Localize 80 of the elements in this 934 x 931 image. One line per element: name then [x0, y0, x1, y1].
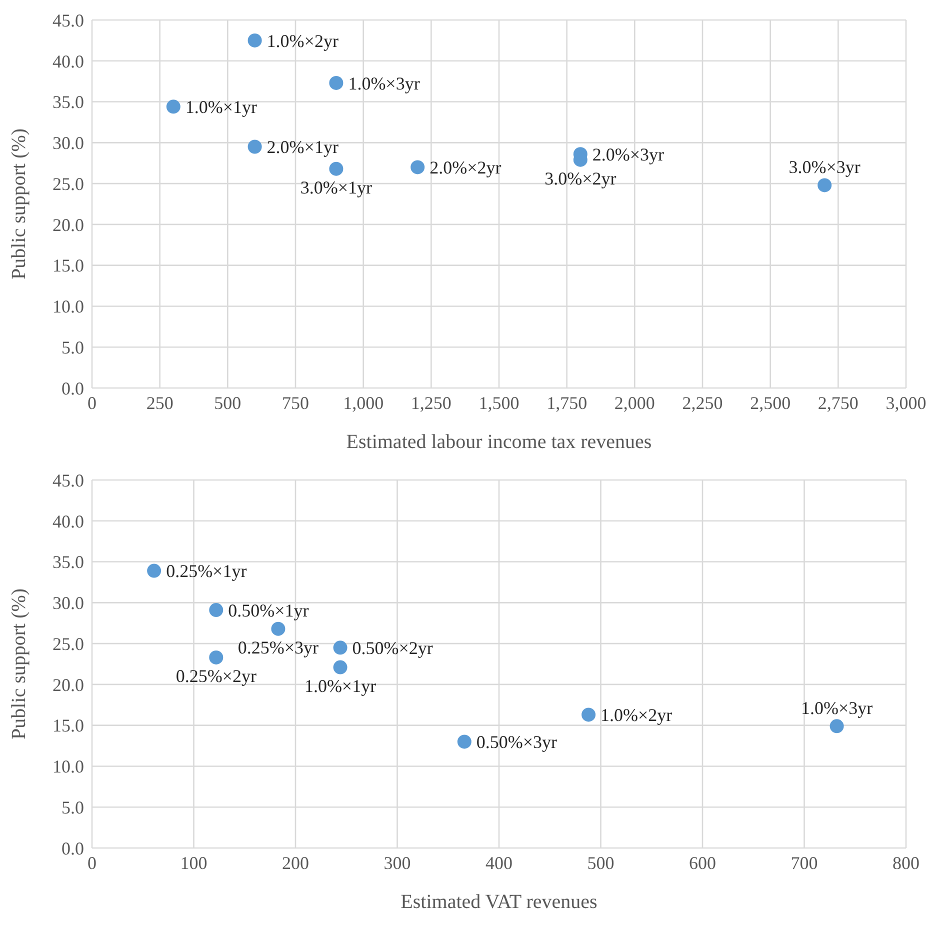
x-tick-label: 400	[486, 852, 512, 873]
x-tick-label: 2,000	[614, 392, 655, 413]
annotation: 0.50%×3yr	[476, 732, 558, 752]
x-tick-label: 700	[790, 852, 818, 873]
y-tick-label: 10.0	[52, 756, 84, 777]
y-tick-label: 25.0	[52, 634, 84, 654]
y-tick-label: 35.0	[52, 92, 84, 112]
x-tick-label: 2,250	[682, 392, 723, 413]
x-tick-label: 500	[587, 852, 614, 873]
point	[457, 734, 472, 749]
annotation: 0.25%×3yr	[238, 638, 319, 658]
y-tick-label: 45.0	[52, 470, 84, 490]
point	[209, 603, 224, 618]
y-tick-label: 0.0	[62, 838, 84, 858]
point	[209, 650, 224, 664]
x-tick-label: 750	[282, 392, 309, 413]
x-tick-label: 200	[282, 852, 309, 873]
y-tick-label: 15.0	[52, 716, 84, 736]
point	[410, 160, 425, 174]
x-tick-label: 250	[146, 392, 174, 413]
point	[818, 178, 832, 192]
x-tick-label: 1,750	[546, 392, 588, 413]
point	[248, 33, 262, 48]
point	[248, 140, 262, 154]
y-tick-label: 15.0	[52, 256, 84, 276]
x-tick-label: 2,500	[750, 392, 791, 413]
x-tick-label: 300	[384, 852, 411, 873]
annotation: 1.0%×2yr	[600, 705, 672, 726]
annotation: 3.0%×2yr	[544, 168, 616, 189]
x-tick-label: 0	[88, 852, 96, 873]
annotation: 0.25%×1yr	[166, 561, 247, 582]
annotation: 3.0%×3yr	[788, 157, 860, 178]
y-tick-label: 20.0	[52, 214, 84, 235]
point	[271, 622, 286, 636]
x-axis-title: Estimated VAT revenues	[400, 891, 598, 913]
annotation: 1.0%×1yr	[185, 97, 258, 118]
x-tick-label: 0	[88, 392, 96, 413]
annotation: 2.0%×2yr	[430, 158, 502, 178]
annotation: 0.50%×1yr	[228, 600, 309, 620]
x-tick-label: 1,250	[410, 392, 452, 413]
y-tick-label: 5.0	[62, 338, 84, 358]
x-tick-label: 3,000	[886, 392, 926, 413]
y-tick-label: 5.0	[62, 798, 84, 818]
point	[147, 564, 162, 578]
annotation: 0.50%×2yr	[352, 638, 433, 658]
x-tick-label: 800	[892, 852, 920, 873]
annotation: 1.0%×3yr	[348, 73, 420, 94]
point	[333, 660, 348, 674]
x-tick-label: 1,500	[478, 392, 520, 413]
y-tick-label: 10.0	[52, 296, 84, 317]
y-tick-label: 40.0	[52, 51, 84, 72]
annotation: 2.0%×3yr	[592, 144, 664, 165]
annotation: 1.0%×1yr	[304, 676, 376, 696]
y-tick-label: 25.0	[52, 174, 84, 194]
point	[329, 76, 344, 90]
x-tick-label: 500	[214, 392, 242, 413]
point	[166, 100, 180, 114]
y-tick-label: 45.0	[52, 10, 84, 30]
point	[582, 708, 596, 722]
y-axis-title: Public support (%)	[8, 128, 30, 280]
y-tick-label: 20.0	[52, 674, 84, 695]
annotation: 3.0%×1yr	[300, 178, 372, 198]
annotation: 1.0%×3yr	[800, 698, 873, 718]
annotation: 1.0%×2yr	[266, 30, 338, 51]
point	[830, 719, 844, 734]
x-tick-label: 600	[689, 852, 716, 873]
y-tick-label: 35.0	[52, 552, 84, 572]
x-tick-label: 1,000	[343, 392, 384, 413]
y-tick-label: 40.0	[52, 511, 84, 532]
y-tick-label: 0.0	[62, 378, 84, 398]
y-axis-title: Public support (%)	[8, 588, 30, 740]
x-tick-label: 100	[180, 852, 208, 873]
point	[333, 640, 348, 655]
x-axis-title: Estimated labour income tax revenues	[346, 431, 652, 453]
y-tick-label: 30.0	[52, 133, 84, 154]
y-tick-label: 30.0	[52, 593, 84, 614]
annotation: 2.0%×1yr	[266, 137, 338, 158]
annotation: 0.25%×2yr	[176, 666, 256, 686]
x-tick-label: 2,750	[818, 392, 858, 413]
point	[329, 162, 344, 176]
